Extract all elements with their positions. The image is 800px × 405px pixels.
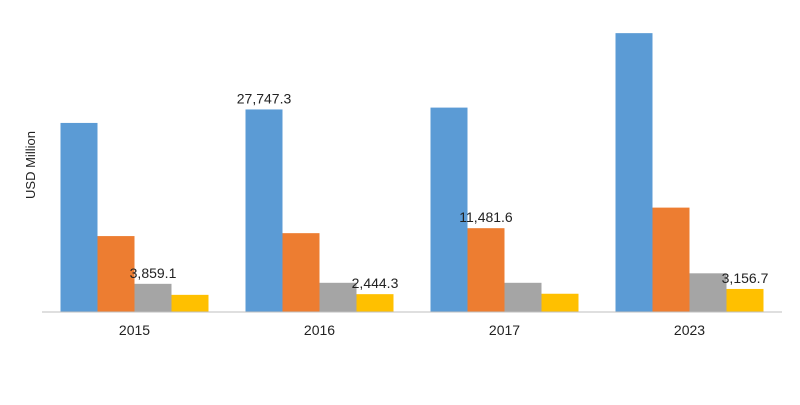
bar-2015-series-3 (134, 283, 172, 312)
bar-2017-series-3 (504, 282, 542, 312)
bar-2023-series-3 (689, 273, 727, 312)
x-tick-label: 2016 (304, 322, 335, 338)
bar-group (60, 33, 764, 313)
bar-2017-series-1 (430, 107, 468, 312)
x-tick-label: 2017 (489, 322, 520, 338)
x-tick-label: 2023 (674, 322, 705, 338)
bar-2016-series-1 (245, 109, 283, 313)
y-axis-title: USD Million (23, 131, 38, 199)
data-labels: 3,859.1 27,747.3 2,444.3 11,481.6 3,156.7 (130, 90, 769, 291)
bar-2023-series-1 (615, 33, 653, 312)
bar-2017-series-4 (541, 293, 579, 312)
bar-2015-series-4 (171, 294, 209, 312)
bar-2016-series-3 (319, 282, 357, 312)
bar-2015-series-1 (60, 122, 98, 313)
bar-2016-series-4 (356, 294, 394, 312)
bar-2023-series-4 (726, 288, 764, 312)
bar-2015-series-2 (97, 236, 135, 312)
data-label: 11,481.6 (459, 209, 513, 225)
bar-2023-series-2 (652, 207, 690, 312)
bar-2017-series-2 (467, 228, 505, 312)
bar-2016-series-2 (282, 233, 320, 312)
x-tick-labels: 2015 2016 2017 2023 (119, 322, 705, 338)
data-label: 3,156.7 (722, 270, 769, 286)
data-label: 3,859.1 (130, 265, 177, 281)
data-label: 27,747.3 (237, 90, 292, 106)
data-label: 2,444.3 (352, 275, 399, 291)
x-tick-label: 2015 (119, 322, 150, 338)
